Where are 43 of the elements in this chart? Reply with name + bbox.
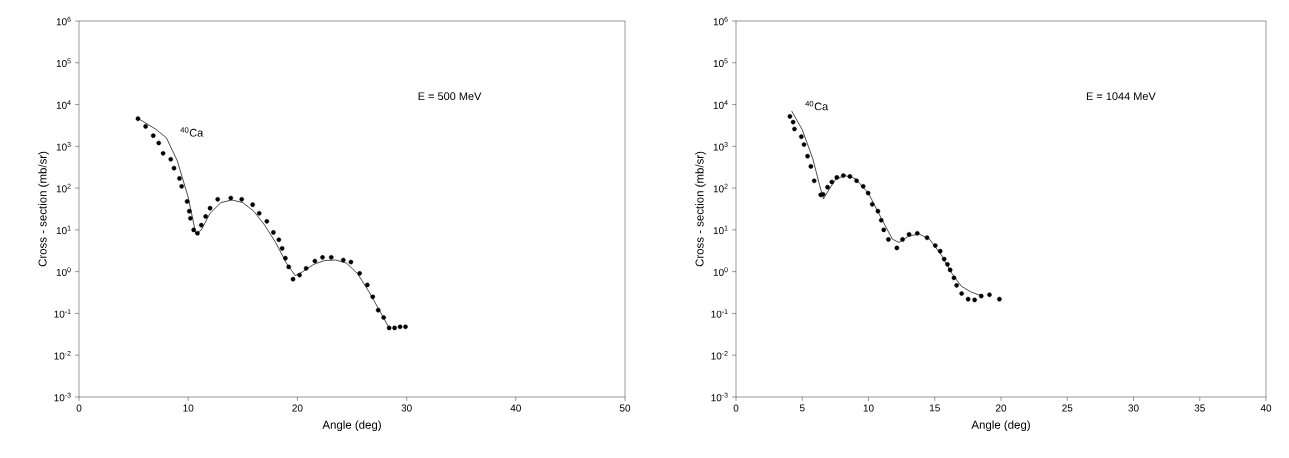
x-tick-label: 0 [76,404,82,412]
annotation: $^{40}$Ca [180,127,204,137]
x-tick-label: 5 [799,404,805,412]
y-tick-label: 10$^{-2}$ [54,350,71,360]
y-tick-label: 10$^{2}$ [713,183,728,193]
y-axis-title: Cross - section (mb/sr) [38,151,49,267]
y-tick-label: 10$^{6}$ [56,16,71,26]
y-tick-label: 10$^{1}$ [56,225,71,235]
x-tick-label: 15 [929,404,940,412]
y-tick-label: 10$^{5}$ [56,58,71,68]
y-tick-label: 10$^{1}$ [713,225,728,235]
y-tick-label: 10$^{0}$ [713,267,728,276]
x-tick-label: 40 [510,404,521,412]
y-tick-label: 10$^{0}$ [56,267,71,276]
y-tick-label: 10$^{4}$ [713,100,728,109]
x-tick-label: 35 [1194,404,1205,412]
x-tick-label: 20 [292,404,303,412]
x-tick-label: 20 [995,404,1007,412]
annotation: E = 500 MeV [418,92,482,101]
y-tick-label: 10$^{4}$ [56,100,71,109]
y-tick-label: 10$^{-1}$ [54,309,71,318]
x-tick-label: 30 [401,404,412,412]
y-tick-label: 10$^{-3}$ [54,392,71,402]
annotation: $^{40}$Ca [805,100,829,111]
x-tick-label: 10 [863,404,874,412]
y-tick-label: 10$^{3}$ [713,142,728,151]
y-tick-label: 10$^{-1}$ [711,309,728,318]
x-tick-label: 10 [183,404,194,412]
y-tick-label: 10$^{-2}$ [711,350,728,360]
x-axis-title: Angle (deg) [971,420,1030,432]
y-axis-title: Cross - section (mb/sr) [695,151,706,267]
x-axis-title: Angle (deg) [322,420,381,432]
x-tick-label: 25 [1062,404,1073,412]
y-tick-label: 10$^{5}$ [713,58,728,68]
annotation: E = 1044 MeV [1086,92,1156,101]
x-tick-label: 30 [1128,404,1139,412]
x-tick-label: 40 [1260,404,1272,412]
y-tick-label: 10$^{2}$ [56,183,71,193]
y-tick-label: 10$^{6}$ [713,16,728,26]
x-tick-label: 50 [619,404,631,412]
y-tick-label: 10$^{-3}$ [711,392,728,402]
y-tick-label: 10$^{3}$ [56,142,71,151]
x-tick-label: 0 [733,404,739,412]
